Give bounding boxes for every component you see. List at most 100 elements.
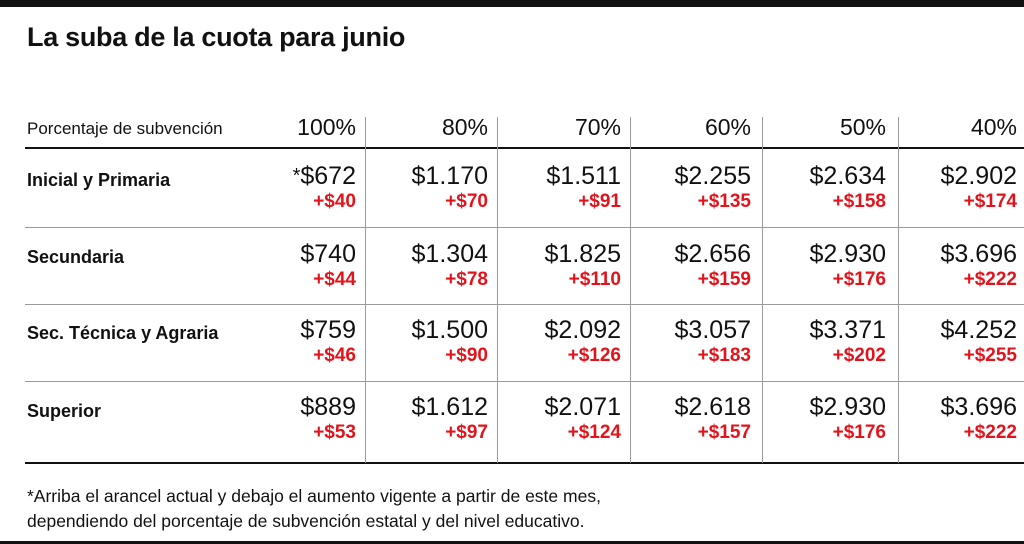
table-cell: $759 +$46 — [236, 316, 356, 368]
header-divider — [25, 147, 1024, 149]
cell-increase: +$78 — [445, 269, 488, 290]
asterisk-marker: * — [292, 165, 301, 187]
cell-value: $4.252 — [940, 316, 1017, 344]
cell-value: $3.696 — [940, 393, 1017, 421]
cell-increase: +$183 — [697, 345, 751, 366]
cell-value: $2.930 — [809, 240, 886, 268]
table-cell: $3.057 +$183 — [631, 316, 751, 368]
cell-increase: +$110 — [568, 269, 621, 290]
cell-value: $1.170 — [411, 162, 488, 190]
table-cell: *$672 +$40 — [236, 162, 356, 214]
cell-increase: +$97 — [445, 422, 488, 443]
table-cell: $740 +$44 — [236, 240, 356, 292]
cell-value: $2.618 — [674, 393, 751, 421]
header-col-60: 60% — [704, 114, 751, 140]
header-col-40: 40% — [970, 114, 1017, 140]
header-label: Porcentaje de subvención — [27, 119, 223, 138]
cell-value: $3.696 — [940, 240, 1017, 268]
table-cell: $1.511 +$91 — [501, 162, 621, 214]
table-cell: $2.071 +$124 — [501, 393, 621, 445]
cell-value: $2.634 — [809, 162, 886, 190]
cell-value: $1.511 — [546, 162, 621, 190]
cell-increase: +$176 — [832, 269, 886, 290]
cell-value: $2.656 — [674, 240, 751, 268]
cell-value: $1.304 — [411, 240, 488, 268]
cell-increase: +$40 — [313, 191, 356, 212]
table-cell: $4.252 +$255 — [897, 316, 1017, 368]
table-cell: $2.902 +$174 — [897, 162, 1017, 214]
cell-value: $740 — [300, 240, 356, 268]
row-label-secundaria: Secundaria — [27, 247, 125, 267]
footnote-line-2: dependiendo del porcentaje de subvención… — [27, 511, 585, 531]
cell-increase: +$158 — [832, 191, 886, 212]
column-divider — [762, 117, 763, 463]
cell-increase: +$222 — [963, 422, 1017, 443]
header-col-100: 100% — [297, 114, 356, 140]
cell-value: $2.902 — [940, 162, 1017, 190]
table-cell: $3.696 +$222 — [897, 240, 1017, 292]
table-cell: $2.618 +$157 — [631, 393, 751, 445]
cell-increase: +$53 — [313, 422, 356, 443]
table-cell: $1.304 +$78 — [368, 240, 488, 292]
table-bottom-rule — [25, 462, 1024, 464]
cell-value: $2.092 — [544, 316, 621, 344]
table-cell: $2.656 +$159 — [631, 240, 751, 292]
cell-value: $1.825 — [544, 240, 621, 268]
top-border — [0, 0, 1024, 7]
cell-increase: +$222 — [963, 269, 1017, 290]
header-col-80: 80% — [441, 114, 488, 140]
footnote-line-1: *Arriba el arancel actual y debajo el au… — [27, 486, 601, 506]
cell-increase: +$46 — [313, 345, 356, 366]
bottom-border — [0, 541, 1024, 544]
column-divider — [497, 117, 498, 463]
table-cell: $889 +$53 — [236, 393, 356, 445]
table-cell: $1.170 +$70 — [368, 162, 488, 214]
cell-increase: +$90 — [445, 345, 488, 366]
page-title: La suba de la cuota para junio — [27, 22, 406, 52]
cell-increase: +$91 — [578, 191, 621, 212]
column-divider — [898, 117, 899, 463]
table-cell: $2.930 +$176 — [766, 393, 886, 445]
cell-value: $1.500 — [411, 316, 488, 344]
cell-value: $2.930 — [809, 393, 886, 421]
cell-increase: +$70 — [445, 191, 488, 212]
table-cell: $3.371 +$202 — [766, 316, 886, 368]
cell-increase: +$157 — [697, 422, 751, 443]
cell-increase: +$176 — [832, 422, 886, 443]
table-cell: $3.696 +$222 — [897, 393, 1017, 445]
cell-increase: +$135 — [697, 191, 751, 212]
cell-increase: +$159 — [697, 269, 751, 290]
row-label-superior: Superior — [27, 401, 102, 421]
header-col-50: 50% — [839, 114, 886, 140]
cell-increase: +$255 — [963, 345, 1017, 366]
cell-value: $3.057 — [674, 316, 751, 344]
table-cell: $2.092 +$126 — [501, 316, 621, 368]
table-cell: $2.930 +$176 — [766, 240, 886, 292]
cell-value: $672 — [300, 162, 356, 190]
table-cell: $1.612 +$97 — [368, 393, 488, 445]
row-divider — [25, 304, 1024, 305]
cell-value: $3.371 — [809, 316, 886, 344]
table-cell: $1.825 +$110 — [501, 240, 621, 292]
column-divider — [365, 117, 366, 463]
cell-increase: +$44 — [313, 269, 356, 290]
row-divider — [25, 227, 1024, 228]
row-label-inicial-primaria: Inicial y Primaria — [27, 170, 171, 190]
table-cell: $2.255 +$135 — [631, 162, 751, 214]
cell-increase: +$202 — [832, 345, 886, 366]
header-col-70: 70% — [574, 114, 621, 140]
table-cell: $1.500 +$90 — [368, 316, 488, 368]
cell-value: $2.071 — [544, 393, 621, 421]
cell-value: $889 — [300, 393, 356, 421]
footnote: *Arriba el arancel actual y debajo el au… — [27, 484, 601, 534]
table-cell: $2.634 +$158 — [766, 162, 886, 214]
row-divider — [25, 381, 1024, 382]
cell-increase: +$124 — [567, 422, 621, 443]
cell-increase: +$126 — [567, 345, 621, 366]
cell-value: $759 — [300, 316, 356, 344]
cell-value: $2.255 — [674, 162, 751, 190]
cell-increase: +$174 — [963, 191, 1017, 212]
cell-value: $1.612 — [411, 393, 488, 421]
row-label-sec-tecnica-agraria: Sec. Técnica y Agraria — [27, 323, 219, 343]
column-divider — [630, 117, 631, 463]
